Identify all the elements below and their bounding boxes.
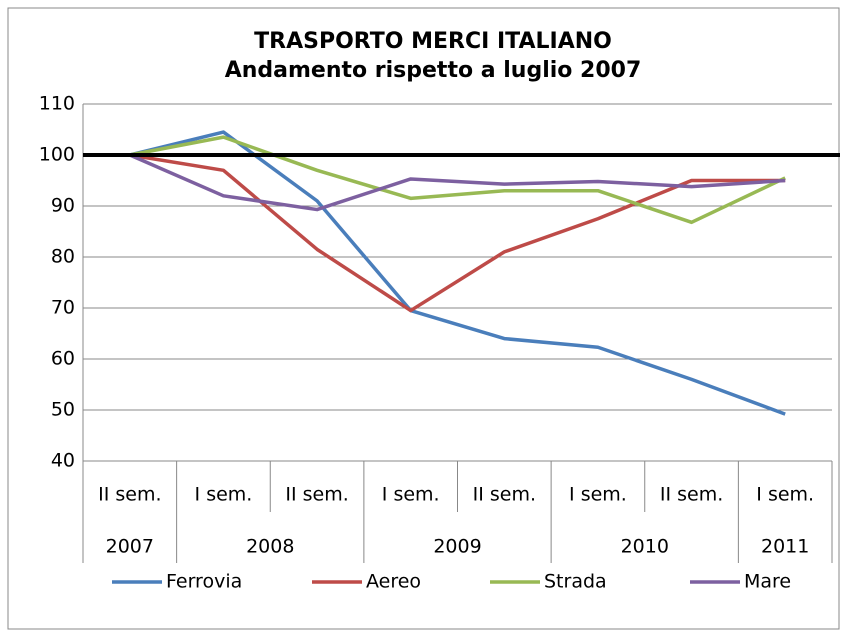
x-tick-label: II sem. bbox=[285, 484, 348, 506]
x-group-label: 2008 bbox=[246, 536, 294, 558]
y-tick-label: 90 bbox=[51, 195, 75, 217]
legend-label: Mare bbox=[744, 571, 791, 593]
x-group-label: 2010 bbox=[621, 536, 669, 558]
chart-subtitle: Andamento rispetto a luglio 2007 bbox=[225, 58, 642, 83]
x-tick-label: I sem. bbox=[756, 484, 814, 506]
x-tick-label: II sem. bbox=[660, 484, 723, 506]
x-tick-label: I sem. bbox=[569, 484, 627, 506]
y-tick-label: 100 bbox=[39, 144, 75, 166]
x-tick-label: II sem. bbox=[473, 484, 536, 506]
x-group-label: 2009 bbox=[433, 536, 481, 558]
y-tick-label: 70 bbox=[51, 297, 75, 319]
x-tick-label: I sem. bbox=[195, 484, 253, 506]
legend-label: Aereo bbox=[366, 571, 421, 593]
legend-label: Strada bbox=[544, 571, 607, 593]
y-tick-label: 60 bbox=[51, 348, 75, 370]
y-tick-label: 110 bbox=[39, 93, 75, 115]
series-line bbox=[129, 153, 786, 212]
chart-border bbox=[7, 7, 840, 630]
legend-label: Ferrovia bbox=[166, 571, 242, 593]
series-line bbox=[129, 135, 786, 225]
y-tick-label: 80 bbox=[51, 246, 75, 268]
x-group-label: 2011 bbox=[761, 536, 809, 558]
y-tick-label: 40 bbox=[51, 450, 75, 472]
chart-title: TRASPORTO MERCI ITALIANO bbox=[254, 29, 612, 54]
x-group-label: 2007 bbox=[106, 536, 154, 558]
x-tick-label: I sem. bbox=[382, 484, 440, 506]
x-tick-label: II sem. bbox=[98, 484, 161, 506]
y-tick-label: 50 bbox=[51, 399, 75, 421]
